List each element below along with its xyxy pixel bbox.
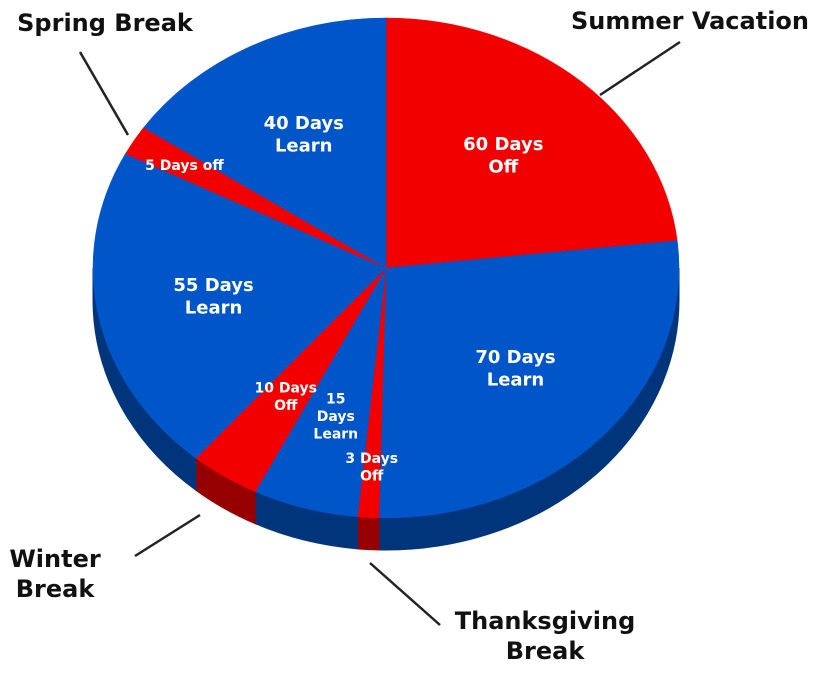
slice-label: 70 Days Learn	[475, 347, 555, 391]
slice-label: 15 Days Learn	[313, 391, 358, 442]
pie-side	[357, 516, 380, 551]
slice-label: 55 Days Learn	[173, 275, 253, 319]
leader-line	[134, 513, 201, 558]
pie-slice	[378, 240, 680, 519]
pie-slice	[92, 153, 387, 459]
leader-line	[599, 40, 681, 97]
slice-label: 10 Days Off	[255, 381, 317, 415]
slice-label: 40 Days Learn	[264, 113, 344, 157]
annotation: Summer Vacation	[571, 7, 809, 35]
slice-label: 3 Days Off	[345, 451, 398, 485]
slice-label: 5 Days off	[145, 158, 224, 174]
leader-line	[78, 51, 130, 136]
pie-slice	[385, 17, 678, 269]
annotation: Spring Break	[17, 9, 194, 37]
annotation: Winter Break	[9, 545, 101, 603]
leader-line	[369, 562, 441, 626]
pie-slice	[143, 17, 387, 269]
slice-label: 60 Days Off	[463, 134, 543, 178]
annotation: Thanksgiving Break	[455, 607, 636, 665]
